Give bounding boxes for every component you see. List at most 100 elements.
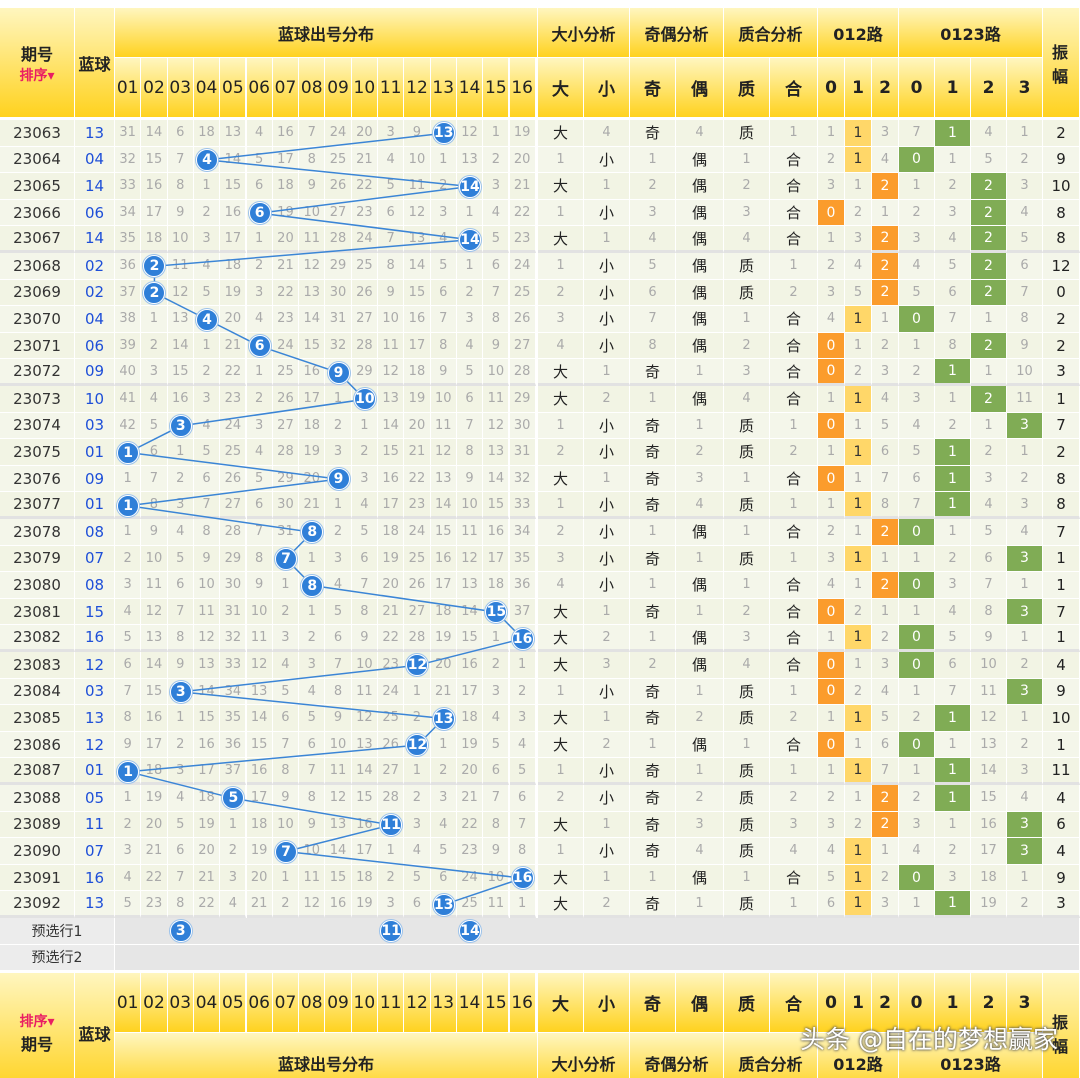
prime-cell: 2 (770, 439, 818, 466)
r0123-col-1[interactable]: 1 (935, 973, 971, 1034)
miss-cell: 8 (299, 146, 326, 174)
issue-header[interactable]: 期号 排序▾ (0, 8, 75, 118)
route0123-cell: 2 (899, 359, 935, 386)
route0123-cell: 2 (1007, 146, 1043, 174)
num-col-14[interactable]: 14 (456, 58, 484, 118)
num-col-16[interactable]: 16 (509, 58, 536, 118)
num-col-14[interactable]: 14 (456, 973, 484, 1034)
num-col-09[interactable]: 09 (325, 973, 352, 1034)
num-col-06[interactable]: 06 (246, 58, 273, 118)
r0123-col-2[interactable]: 2 (971, 58, 1007, 118)
preselect-row[interactable] (115, 918, 1080, 945)
r0123-col-3[interactable]: 3 (1007, 58, 1043, 118)
miss-cell: 10 (430, 386, 457, 413)
route0123-cell: 1 (971, 412, 1007, 440)
num-col-07[interactable]: 07 (272, 973, 300, 1034)
sort-toggle[interactable]: 排序▾ (19, 67, 55, 84)
size-col-1[interactable]: 小 (584, 973, 630, 1034)
r012-col-0[interactable]: 0 (818, 973, 845, 1034)
num-col-01[interactable]: 01 (115, 973, 142, 1034)
miss-cell: 16 (220, 199, 247, 227)
preselect-ball[interactable]: 3 (169, 920, 192, 943)
preselect-row[interactable] (115, 944, 1080, 972)
num-col-13[interactable]: 13 (430, 58, 457, 118)
num-col-03[interactable]: 03 (167, 973, 194, 1034)
miss-cell: 2 (509, 678, 536, 706)
miss-cell: 3 (115, 838, 142, 865)
num-col-12[interactable]: 12 (404, 973, 431, 1034)
r012-col-2[interactable]: 2 (872, 973, 899, 1034)
num-col-16[interactable]: 16 (509, 973, 536, 1034)
group-dist: 蓝球出号分布 (115, 8, 538, 58)
size-col-0[interactable]: 大 (538, 973, 584, 1034)
r012-col-1[interactable]: 1 (845, 973, 872, 1034)
num-col-05[interactable]: 05 (220, 973, 247, 1034)
num-col-15[interactable]: 15 (483, 58, 510, 118)
prime-col-1[interactable]: 合 (770, 58, 818, 118)
issue-header[interactable]: 排序▾ 期号 (0, 973, 75, 1078)
parity-col-0[interactable]: 奇 (630, 58, 676, 118)
route012-cell: 0 (818, 652, 845, 679)
preselect-ball[interactable]: 14 (459, 920, 482, 943)
r0123-col-2[interactable]: 2 (971, 973, 1007, 1034)
num-col-06[interactable]: 06 (246, 973, 273, 1034)
parity-cell: 偶 (676, 332, 724, 360)
miss-cell: 18 (456, 705, 484, 732)
num-col-01[interactable]: 01 (115, 58, 142, 118)
blue-number: 13 (75, 120, 115, 147)
blue-header: 蓝球 (75, 8, 115, 118)
miss-cell: 14 (193, 678, 221, 706)
preselect-label[interactable]: 预选行1 (0, 918, 115, 945)
num-col-08[interactable]: 08 (299, 973, 326, 1034)
prime-col-1[interactable]: 合 (770, 973, 818, 1034)
num-col-08[interactable]: 08 (299, 58, 326, 118)
route0123-cell: 0 (899, 519, 935, 546)
r0123-col-1[interactable]: 1 (935, 58, 971, 118)
preselect-ball[interactable]: 11 (380, 920, 403, 943)
num-col-10[interactable]: 10 (351, 973, 378, 1034)
num-col-03[interactable]: 03 (167, 58, 194, 118)
num-col-09[interactable]: 09 (325, 58, 352, 118)
prime-col-0[interactable]: 质 (724, 973, 770, 1034)
size-col-0[interactable]: 大 (538, 58, 584, 118)
blue-number: 02 (75, 253, 115, 280)
miss-cell: 9 (299, 811, 326, 839)
num-col-10[interactable]: 10 (351, 58, 378, 118)
sort-toggle[interactable]: 排序▾ (19, 1013, 55, 1030)
parity-col-1[interactable]: 偶 (676, 973, 724, 1034)
parity-col-1[interactable]: 偶 (676, 58, 724, 118)
num-col-11[interactable]: 11 (378, 973, 405, 1034)
num-col-15[interactable]: 15 (483, 973, 510, 1034)
num-col-04[interactable]: 04 (193, 973, 221, 1034)
size-cell: 大 (538, 386, 584, 413)
group-prime: 质合分析 (724, 1033, 818, 1078)
miss-cell: 27 (351, 306, 378, 333)
num-col-02[interactable]: 02 (141, 58, 168, 118)
num-col-05[interactable]: 05 (220, 58, 247, 118)
miss-cell: 1 (115, 519, 142, 546)
num-col-13[interactable]: 13 (430, 973, 457, 1034)
route012-cell: 2 (872, 811, 899, 839)
num-col-12[interactable]: 12 (404, 58, 431, 118)
r012-col-2[interactable]: 2 (872, 58, 899, 118)
r012-col-1[interactable]: 1 (845, 58, 872, 118)
r012-col-0[interactable]: 0 (818, 58, 845, 118)
miss-cell: 15 (141, 678, 168, 706)
num-col-04[interactable]: 04 (193, 58, 221, 118)
r0123-col-0[interactable]: 0 (899, 58, 935, 118)
r0123-col-3[interactable]: 3 (1007, 973, 1043, 1034)
amplitude-cell: 0 (1043, 279, 1080, 307)
prime-col-0[interactable]: 质 (724, 58, 770, 118)
num-col-02[interactable]: 02 (141, 973, 168, 1034)
miss-cell: 1 (115, 465, 142, 493)
parity-col-0[interactable]: 奇 (630, 973, 676, 1034)
num-col-07[interactable]: 07 (272, 58, 300, 118)
preselect-label[interactable]: 预选行2 (0, 944, 115, 972)
miss-cell: 8 (115, 705, 142, 732)
group-parity: 奇偶分析 (630, 1033, 724, 1078)
num-col-11[interactable]: 11 (378, 58, 405, 118)
miss-cell: 7 (299, 758, 326, 785)
r0123-col-0[interactable]: 0 (899, 973, 935, 1034)
size-col-1[interactable]: 小 (584, 58, 630, 118)
amplitude-cell: 9 (1043, 146, 1080, 174)
